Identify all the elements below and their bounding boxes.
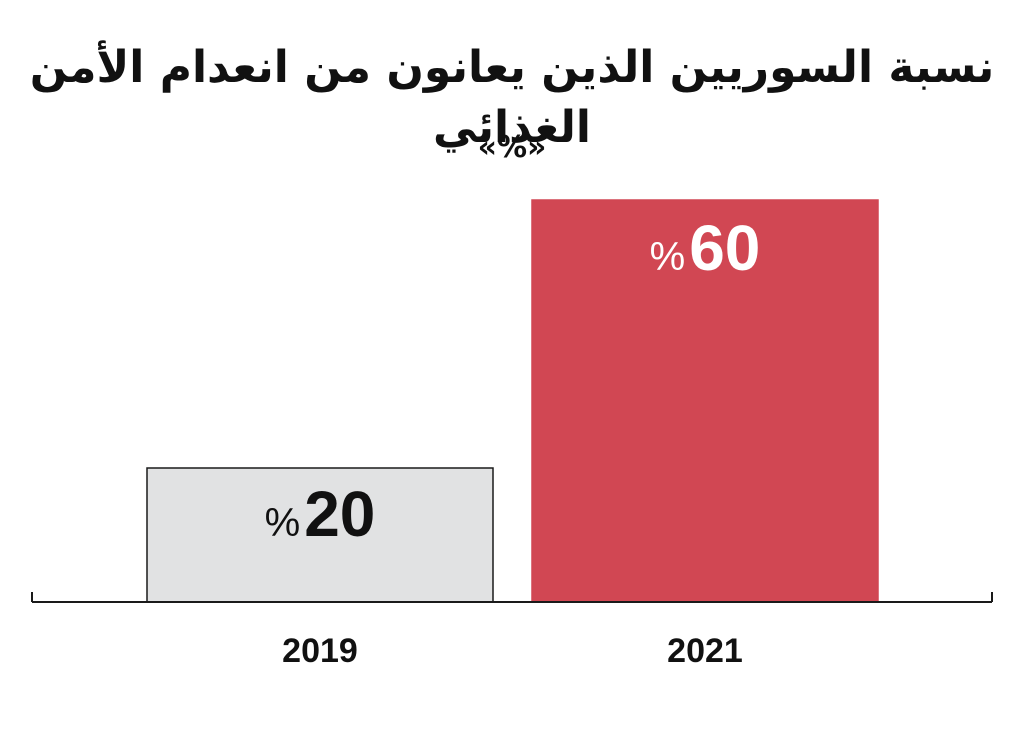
bar-2019 <box>146 467 494 603</box>
bar-value-label-2021: %60 <box>650 212 761 284</box>
bar-2021 <box>531 199 879 603</box>
bar-value-unit: % <box>265 501 301 545</box>
bar-value-number: 60 <box>689 212 760 284</box>
chart-subtitle: «%» <box>477 130 547 165</box>
bar-value-label-2019: %20 <box>265 478 376 550</box>
bar-value-unit: % <box>650 235 686 279</box>
x-tick-label-2021: 2021 <box>667 632 743 670</box>
bar-value-number: 20 <box>304 478 375 550</box>
x-tick-label-2019: 2019 <box>282 632 358 670</box>
chart-title: نسبة السوريين الذين يعانون من انعدام الأ… <box>29 42 995 153</box>
